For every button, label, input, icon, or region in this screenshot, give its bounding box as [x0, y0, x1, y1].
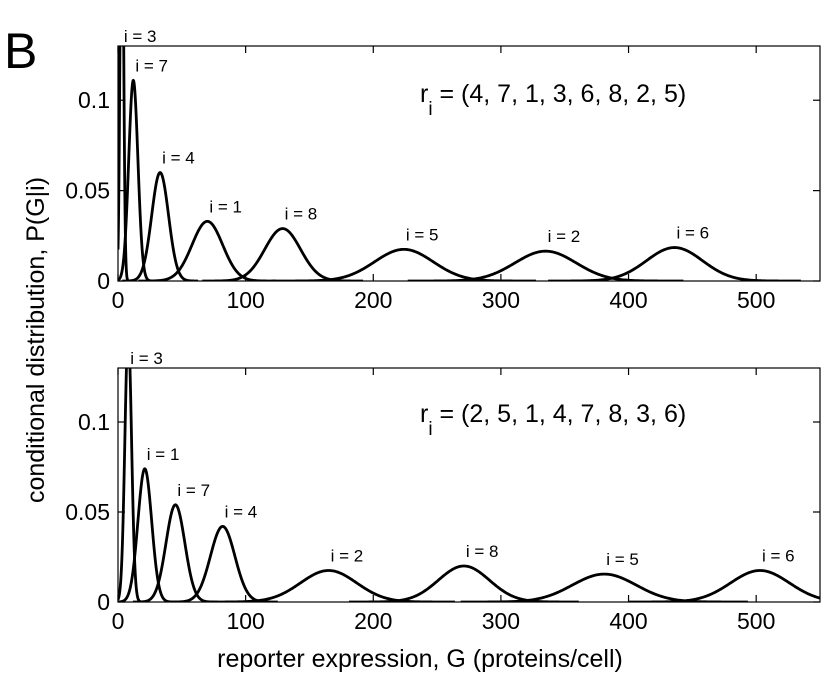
peak-label: i = 7 — [177, 481, 210, 500]
curve-i-8 — [348, 564, 580, 602]
curve-i-2 — [407, 249, 684, 281]
peak-label: i = 1 — [209, 197, 242, 216]
curve-i-6 — [547, 246, 802, 281]
peak-label: i = 8 — [466, 542, 499, 561]
curve-i-1 — [118, 467, 177, 602]
x-tick-label: 200 — [354, 287, 392, 313]
x-tick-label: 300 — [482, 608, 520, 634]
curve-i-8 — [201, 227, 364, 281]
peak-label: i = 7 — [135, 56, 168, 75]
x-tick-label: 0 — [112, 608, 125, 634]
curve-i-3 — [118, 46, 131, 281]
panel-2: 0 100 200 300 400 500 0 0.05 0.1 i = 3 i = 1 i = 7 i… — [65, 349, 821, 634]
peak-label: i = 3 — [124, 27, 157, 46]
y-axis-label: conditional distribution, P(G|i) — [22, 177, 50, 503]
y-tick-label: 0.05 — [65, 499, 110, 525]
panel-letter: B — [4, 23, 37, 79]
peak-label: i = 2 — [331, 547, 364, 566]
y-tick-label: 0.1 — [78, 87, 110, 113]
curve-i-2 — [201, 569, 456, 602]
x-tick-label: 0 — [112, 287, 125, 313]
curve-i-5 — [271, 247, 537, 281]
curve-i-3 — [118, 368, 145, 602]
x-tick-label: 200 — [354, 608, 392, 634]
curve-i-6 — [627, 569, 820, 602]
rank-order-annotation: ri = (4, 7, 1, 3, 6, 8, 2, 5) — [420, 80, 686, 120]
curve-i-4 — [121, 171, 200, 281]
y-tick-label: 0.05 — [65, 178, 110, 204]
x-tick-label: 100 — [226, 287, 264, 313]
x-tick-label: 300 — [482, 287, 520, 313]
x-axis-label: reporter expression, G (proteins/cell) — [217, 645, 623, 673]
peak-label: i = 6 — [762, 547, 795, 566]
peak-label: i = 8 — [285, 205, 318, 224]
x-tick-label: 400 — [609, 287, 647, 313]
y-tick-label: 0 — [97, 268, 110, 294]
x-tick-label: 500 — [737, 608, 775, 634]
x-tick-label: 500 — [737, 287, 775, 313]
curve-i-7 — [131, 503, 219, 602]
peak-label: i = 5 — [406, 225, 439, 244]
x-tick-label: 400 — [609, 608, 647, 634]
peak-label: i = 3 — [130, 349, 163, 368]
peak-label: i = 6 — [676, 224, 709, 243]
y-tick-label: 0.1 — [78, 409, 110, 435]
panels: 0 100 200 300 400 500 0 0.05 0.1 i = 3 i = 7 i = 4 i… — [65, 27, 821, 634]
y-tick-label: 0 — [97, 589, 110, 615]
x-tick-label: 100 — [226, 608, 264, 634]
peak-label: i = 5 — [606, 550, 639, 569]
curve-i-1 — [137, 219, 278, 281]
peak-label: i = 1 — [147, 445, 180, 464]
curve-i-5 — [460, 572, 749, 602]
peak-label: i = 4 — [225, 502, 258, 521]
peak-label: i = 2 — [548, 227, 581, 246]
peak-label: i = 4 — [162, 149, 195, 168]
rank-order-annotation: ri = (2, 5, 1, 4, 7, 8, 3, 6) — [420, 400, 686, 440]
panel-1: 0 100 200 300 400 500 0 0.05 0.1 i = 3 i = 7 i = 4 i… — [65, 27, 821, 313]
